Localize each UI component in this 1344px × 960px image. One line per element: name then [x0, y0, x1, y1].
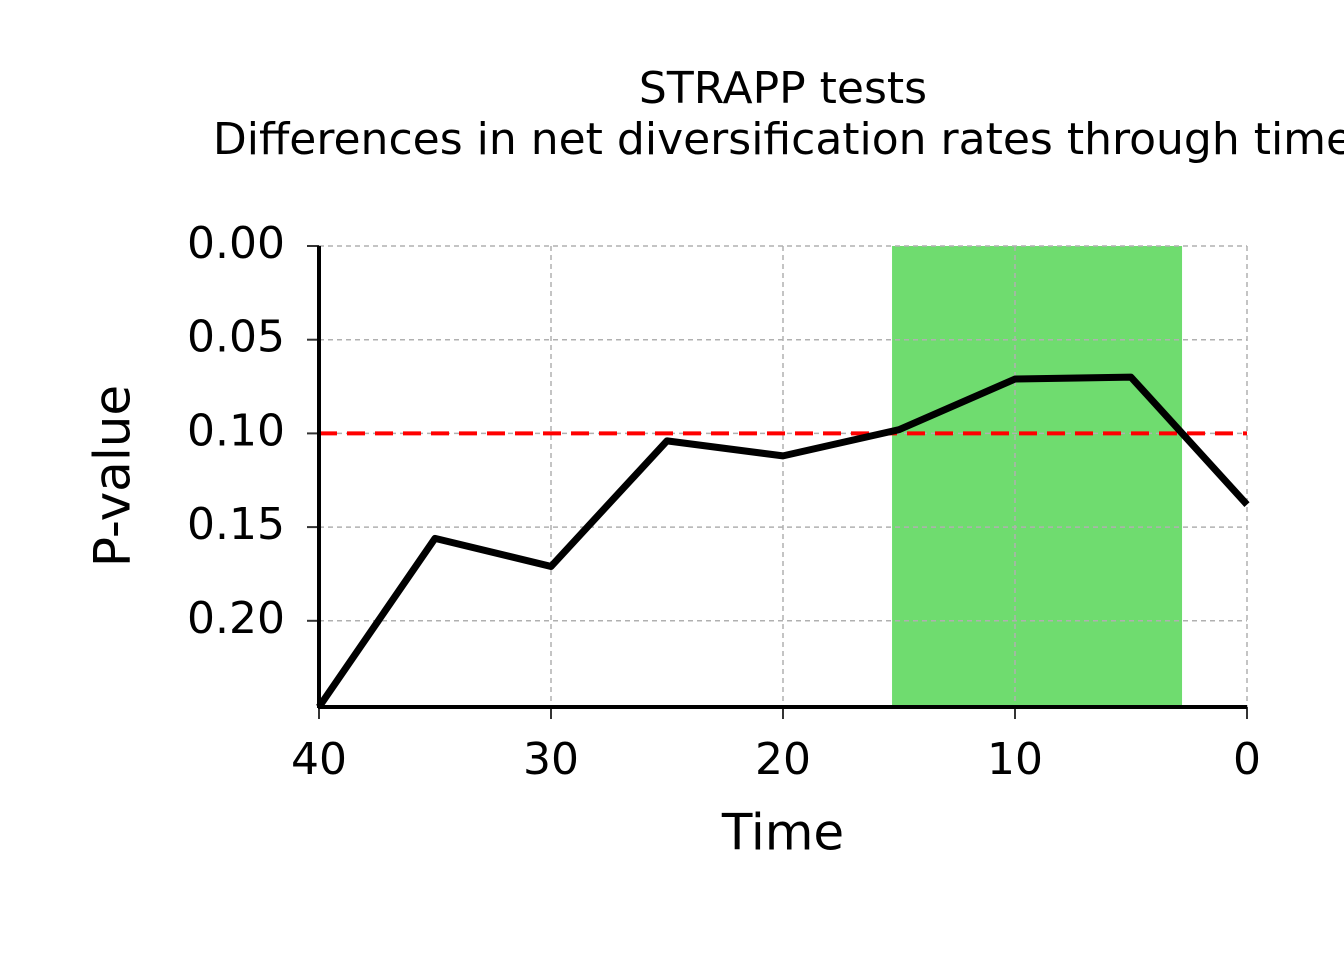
x-tick-label: 20	[755, 734, 811, 785]
x-tick-label: 30	[523, 734, 579, 785]
x-tick-label: 40	[291, 734, 347, 785]
y-tick-label: 0.10	[187, 405, 285, 456]
y-tick-label: 0.05	[187, 312, 285, 363]
y-axis-label: P-value	[84, 385, 142, 567]
x-tick-label: 10	[987, 734, 1043, 785]
x-tick-label: 0	[1233, 734, 1261, 785]
y-tick-label: 0.15	[187, 499, 285, 550]
y-tick-label: 0.20	[187, 593, 285, 644]
x-axis-label: Time	[721, 804, 844, 862]
chart-subtitle: Differences in net diversification rates…	[213, 114, 1344, 165]
data-line	[316, 373, 1250, 709]
shaded-region	[892, 246, 1183, 707]
chart-title: STRAPP tests	[639, 63, 927, 114]
y-tick-label: 0.00	[187, 218, 285, 269]
